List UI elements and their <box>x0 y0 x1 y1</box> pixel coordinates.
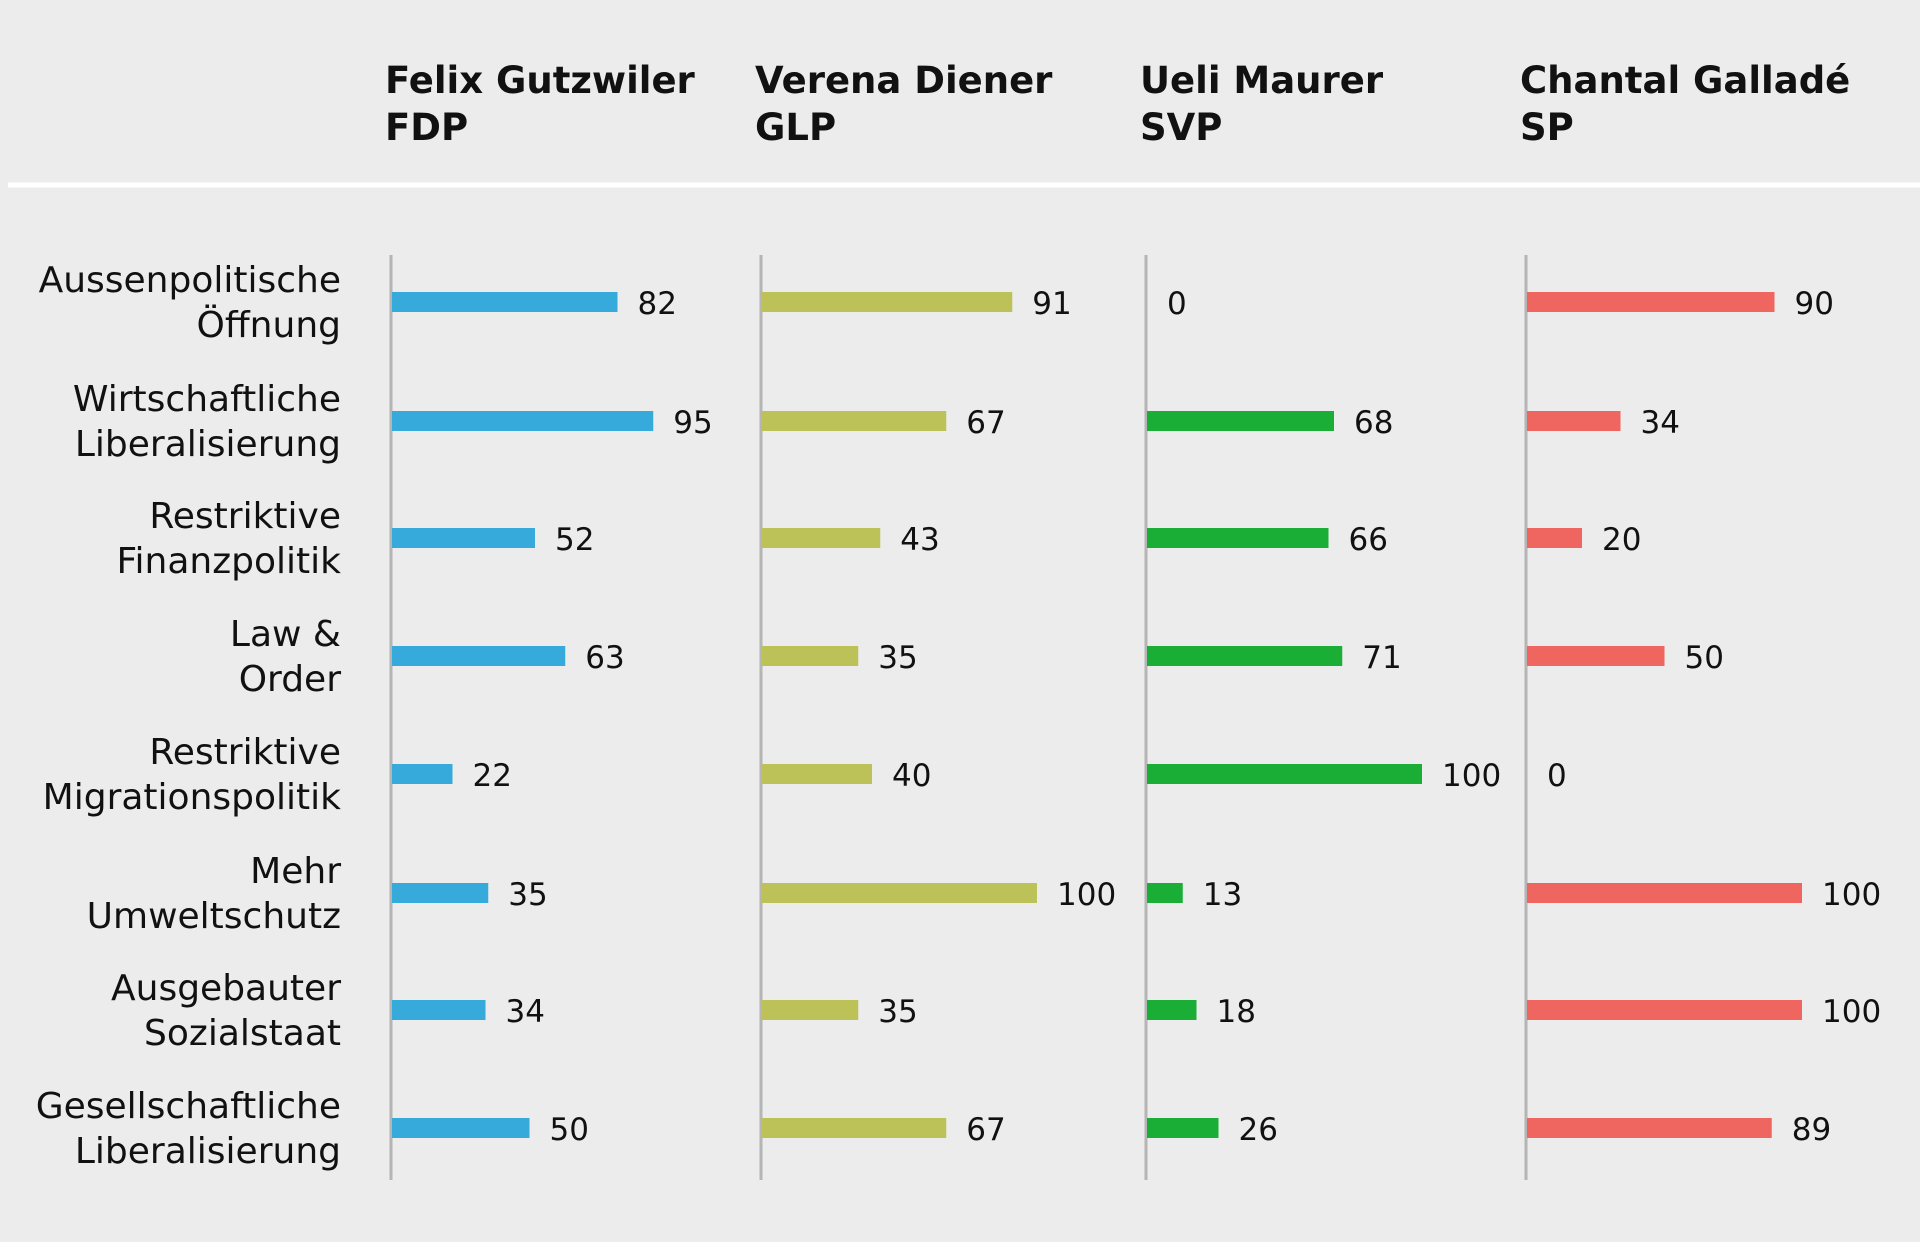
bar <box>1147 764 1422 784</box>
bar-value-label: 71 <box>1362 640 1401 676</box>
bar-value-label: 100 <box>1057 877 1116 913</box>
category-label-line: Mehr <box>250 851 341 892</box>
bar-value-label: 89 <box>1792 1112 1831 1148</box>
bar <box>762 646 859 666</box>
candidate-name: Ueli Maurer <box>1140 59 1384 102</box>
category-label: Mehr Umweltschutz <box>87 851 342 937</box>
bar-value-label: 0 <box>1167 286 1187 322</box>
bar <box>1147 1000 1197 1020</box>
bar <box>392 764 453 784</box>
category-label-line: Law & <box>230 614 341 655</box>
category-label-line: Restriktive <box>149 496 341 537</box>
category-label: Restriktive Migrationspolitik <box>43 732 341 818</box>
bar <box>392 411 654 431</box>
bar <box>762 411 947 431</box>
category-label-line: Wirtschaftliche <box>73 379 341 420</box>
bar-value-label: 40 <box>892 758 931 794</box>
bar <box>392 528 535 548</box>
bar <box>1527 883 1802 903</box>
bar-value-label: 100 <box>1822 877 1881 913</box>
candidate-party: SVP <box>1140 106 1222 149</box>
category-label: Restriktive Finanzpolitik <box>116 496 341 582</box>
bar <box>392 646 566 666</box>
candidate-party: FDP <box>385 106 468 149</box>
bar-value-label: 66 <box>1349 522 1388 558</box>
category-label-line: Migrationspolitik <box>43 777 341 818</box>
bar-value-label: 50 <box>1685 640 1724 676</box>
bar-value-label: 91 <box>1032 286 1071 322</box>
bar-value-label: 0 <box>1547 758 1567 794</box>
bar <box>762 764 872 784</box>
candidate-name: Verena Diener <box>755 59 1053 102</box>
bar-value-label: 67 <box>966 1112 1005 1148</box>
category-label-line: Sozialstaat <box>144 1013 341 1054</box>
bar-value-label: 20 <box>1602 522 1641 558</box>
candidate-party: GLP <box>755 106 836 149</box>
category-label-line: Aussenpolitische <box>39 260 341 301</box>
category-label: Ausgebauter Sozialstaat <box>111 968 341 1054</box>
bar <box>1147 411 1334 431</box>
bar <box>1147 1118 1219 1138</box>
bar <box>762 528 881 548</box>
category-label-line: Öffnung <box>197 304 341 346</box>
bar-value-label: 22 <box>473 758 512 794</box>
bar <box>762 292 1013 312</box>
category-label-line: Liberalisierung <box>75 424 341 465</box>
category-label-line: Finanzpolitik <box>116 541 341 582</box>
bar <box>1527 1000 1802 1020</box>
candidate-party: SP <box>1520 106 1574 149</box>
category-label-line: Umweltschutz <box>87 896 341 937</box>
category-label: Wirtschaftliche Liberalisierung <box>73 379 341 465</box>
bar-value-label: 100 <box>1442 758 1501 794</box>
candidate-name: Felix Gutzwiler <box>385 59 696 102</box>
bar-value-label: 63 <box>585 640 624 676</box>
bar <box>1527 646 1665 666</box>
category-label-line: Liberalisierung <box>75 1131 341 1172</box>
bar-value-label: 95 <box>673 405 712 441</box>
bar <box>392 883 489 903</box>
bar-value-label: 90 <box>1795 286 1834 322</box>
bar <box>1147 528 1329 548</box>
bar <box>762 1000 859 1020</box>
bar <box>762 1118 947 1138</box>
bar-value-label: 35 <box>878 640 917 676</box>
bar-value-label: 82 <box>638 286 677 322</box>
category-label-line: Restriktive <box>149 732 341 773</box>
bar <box>1527 292 1775 312</box>
bar-value-label: 52 <box>555 522 594 558</box>
bar <box>392 1118 530 1138</box>
category-label: Law & Order <box>230 614 341 700</box>
category-label-line: Ausgebauter <box>111 968 341 1009</box>
bar-value-label: 68 <box>1354 405 1393 441</box>
bar-value-label: 34 <box>506 994 545 1030</box>
bar <box>392 1000 486 1020</box>
bar <box>1147 646 1343 666</box>
bar-value-label: 67 <box>966 405 1005 441</box>
bar-value-label: 34 <box>1641 405 1680 441</box>
bar-value-label: 13 <box>1203 877 1242 913</box>
category-label-line: Gesellschaftliche <box>36 1086 341 1127</box>
bar-value-label: 50 <box>550 1112 589 1148</box>
bar-value-label: 43 <box>900 522 939 558</box>
candidate-name: Chantal Galladé <box>1520 59 1850 102</box>
category-label: Aussenpolitische Öffnung <box>39 260 341 346</box>
bar-value-label: 100 <box>1822 994 1881 1030</box>
bar <box>1147 883 1183 903</box>
category-label-line: Order <box>239 659 342 700</box>
category-label: Gesellschaftliche Liberalisierung <box>36 1086 341 1172</box>
bar-value-label: 26 <box>1239 1112 1278 1148</box>
bar <box>1527 1118 1772 1138</box>
bar-value-label: 35 <box>508 877 547 913</box>
bar <box>1527 411 1621 431</box>
bar <box>1527 528 1582 548</box>
bar <box>762 883 1037 903</box>
bar <box>392 292 618 312</box>
bar-value-label: 18 <box>1217 994 1256 1030</box>
bar-value-label: 35 <box>878 994 917 1030</box>
